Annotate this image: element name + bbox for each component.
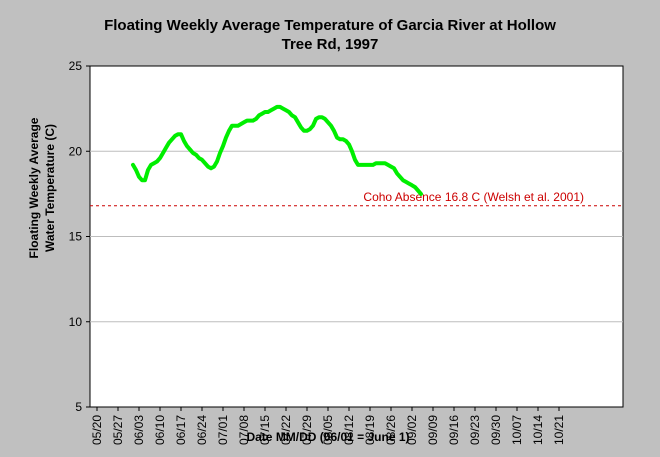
- x-tick-label: 07/01: [216, 415, 230, 445]
- temperature-series-line: [131, 104, 423, 196]
- x-tick-label: 09/16: [447, 415, 461, 445]
- x-axis-label: Date MM/DD (06/01 = June 1): [246, 430, 409, 444]
- x-tick-label: 07/08: [237, 415, 251, 445]
- x-tick-label: 10/14: [531, 415, 545, 445]
- x-tick-label: 07/15: [258, 415, 272, 445]
- x-tick-label: 05/27: [111, 415, 125, 445]
- x-tick-label: 05/20: [90, 415, 104, 445]
- x-tick-label: 10/21: [552, 415, 566, 445]
- x-tick-label: 06/03: [132, 415, 146, 445]
- x-tick-label: 06/17: [174, 415, 188, 445]
- x-tick-label: 09/30: [489, 415, 503, 445]
- x-tick-label: 06/24: [195, 415, 209, 445]
- x-tick-label: 08/19: [363, 415, 377, 445]
- x-tick-label: 09/23: [468, 415, 482, 445]
- y-tick-label: 25: [69, 59, 83, 73]
- coho-absence-threshold-label: Coho Absence 16.8 C (Welsh et al. 2001): [363, 190, 584, 204]
- x-tick-label: 07/22: [279, 415, 293, 445]
- y-tick-label: 10: [69, 315, 83, 329]
- chart-title: Floating Weekly Average Temperature of G…: [104, 17, 556, 53]
- y-axis-label: Floating Weekly Average Water Temperatur…: [27, 117, 57, 258]
- chart-title-line-1: Floating Weekly Average Temperature of G…: [104, 17, 556, 34]
- x-tick-label: 08/26: [384, 415, 398, 445]
- x-tick-label: 07/29: [300, 415, 314, 445]
- x-tick-label: 09/02: [405, 415, 419, 445]
- chart-title-line-2: Tree Rd, 1997: [282, 36, 379, 53]
- x-tick-label: 08/12: [342, 415, 356, 445]
- y-axis: 5 10 15 20 25: [69, 59, 90, 414]
- x-tick-label: 10/07: [510, 415, 524, 445]
- y-axis-label-line-2: Water Temperature (C): [43, 124, 57, 252]
- series-layer: [131, 104, 423, 196]
- x-axis: 05/20 05/27 06/03 06/10 06/17 06/24 07/01 07/08…: [90, 407, 566, 445]
- y-tick-label: 5: [75, 400, 82, 414]
- y-tick-label: 15: [69, 230, 83, 244]
- y-tick-label: 20: [69, 144, 83, 158]
- x-tick-label: 06/10: [153, 415, 167, 445]
- x-tick-label: 09/09: [426, 415, 440, 445]
- gridlines: [90, 150, 623, 323]
- y-axis-label-line-1: Floating Weekly Average: [27, 117, 41, 258]
- x-tick-label: 08/05: [321, 415, 335, 445]
